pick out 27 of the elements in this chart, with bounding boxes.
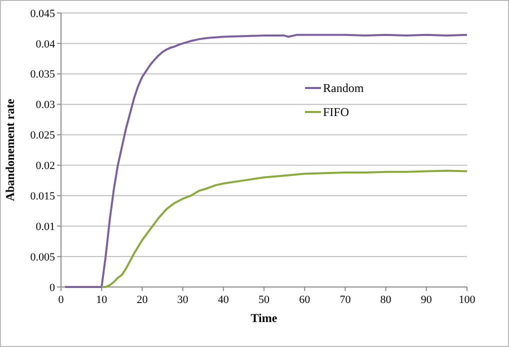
x-tick-label: 10 bbox=[96, 294, 108, 306]
y-tick-label: 0.035 bbox=[30, 68, 56, 81]
y-tick-label: 0 bbox=[50, 282, 56, 294]
y-axis-title: Abandonement rate bbox=[3, 98, 17, 202]
legend-label: Random bbox=[323, 81, 364, 96]
x-tick-label: 40 bbox=[218, 294, 230, 306]
y-tick-label: 0.005 bbox=[30, 251, 56, 264]
x-tick-label: 90 bbox=[420, 294, 432, 306]
line-series bbox=[100, 170, 468, 288]
legend-label: FIFO bbox=[323, 105, 350, 120]
y-tick-label: 0.01 bbox=[36, 220, 55, 233]
line-series bbox=[64, 34, 468, 288]
y-tick-label: 0.015 bbox=[30, 190, 56, 203]
x-tick-label: 80 bbox=[380, 294, 392, 306]
x-tick-label: 20 bbox=[136, 294, 148, 306]
y-tick-label: 0.02 bbox=[36, 160, 55, 172]
x-tick-label: 30 bbox=[177, 294, 189, 306]
x-axis-title: Time bbox=[250, 311, 278, 325]
y-tick-label: 0.025 bbox=[30, 130, 56, 142]
x-tick-label: 50 bbox=[258, 294, 270, 306]
x-tick-label: 100 bbox=[458, 294, 476, 306]
x-tick-label: 70 bbox=[340, 294, 352, 306]
x-tick-label: 60 bbox=[299, 294, 311, 306]
y-tick-label: 0.04 bbox=[36, 38, 56, 50]
y-tick-label: 0.045 bbox=[30, 8, 56, 20]
x-tick-label: 0 bbox=[58, 294, 64, 306]
y-tick-label: 0.03 bbox=[36, 99, 56, 112]
